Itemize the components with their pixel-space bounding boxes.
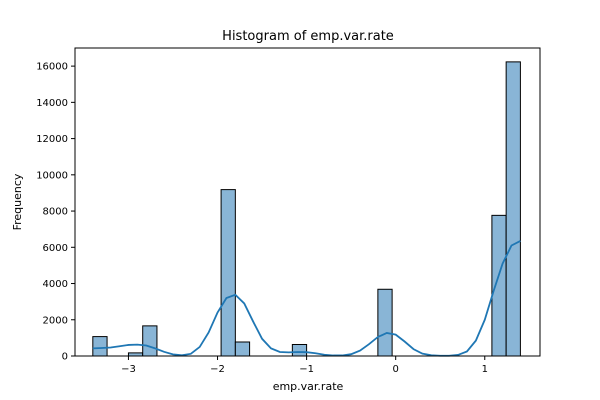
x-tick-label-2: −1 — [299, 364, 314, 375]
chart-title: Histogram of emp.var.rate — [222, 29, 394, 44]
y-tick-label-8: 16000 — [36, 62, 68, 73]
histogram-bar-0 — [92, 336, 108, 357]
y-tick-label-7: 14000 — [36, 98, 68, 109]
histogram-bar-3 — [220, 189, 236, 357]
y-tick-label-2: 4000 — [43, 279, 68, 290]
x-axis: −3 −2 −1 0 1 — [121, 356, 488, 375]
plot-frame — [74, 47, 541, 357]
y-axis: 0 2000 4000 6000 8000 10000 12000 14000 16000 — [36, 62, 75, 363]
y-tick-label-0: 0 — [62, 352, 68, 363]
y-tick-label-3: 6000 — [43, 243, 68, 254]
x-tick-label-3: 0 — [393, 364, 399, 375]
y-axis-label: Frequency — [11, 173, 24, 230]
histogram-bar-8 — [505, 61, 521, 357]
histogram-bar-7 — [491, 214, 507, 357]
y-tick-label-4: 8000 — [43, 207, 68, 218]
x-tick-label-4: 1 — [482, 364, 488, 375]
y-tick-label-6: 12000 — [36, 134, 68, 145]
histogram-bar-4 — [234, 341, 251, 357]
histogram-bar-6 — [377, 288, 393, 357]
y-tick-label-1: 2000 — [43, 315, 68, 326]
histogram-bar-5 — [291, 343, 308, 357]
histogram-bars — [92, 61, 521, 357]
x-tick-label-0: −3 — [121, 364, 136, 375]
y-tick-label-5: 10000 — [36, 170, 68, 181]
x-axis-label: emp.var.rate — [273, 380, 344, 393]
x-tick-label-1: −2 — [210, 364, 225, 375]
histogram-bar-2 — [142, 325, 158, 357]
